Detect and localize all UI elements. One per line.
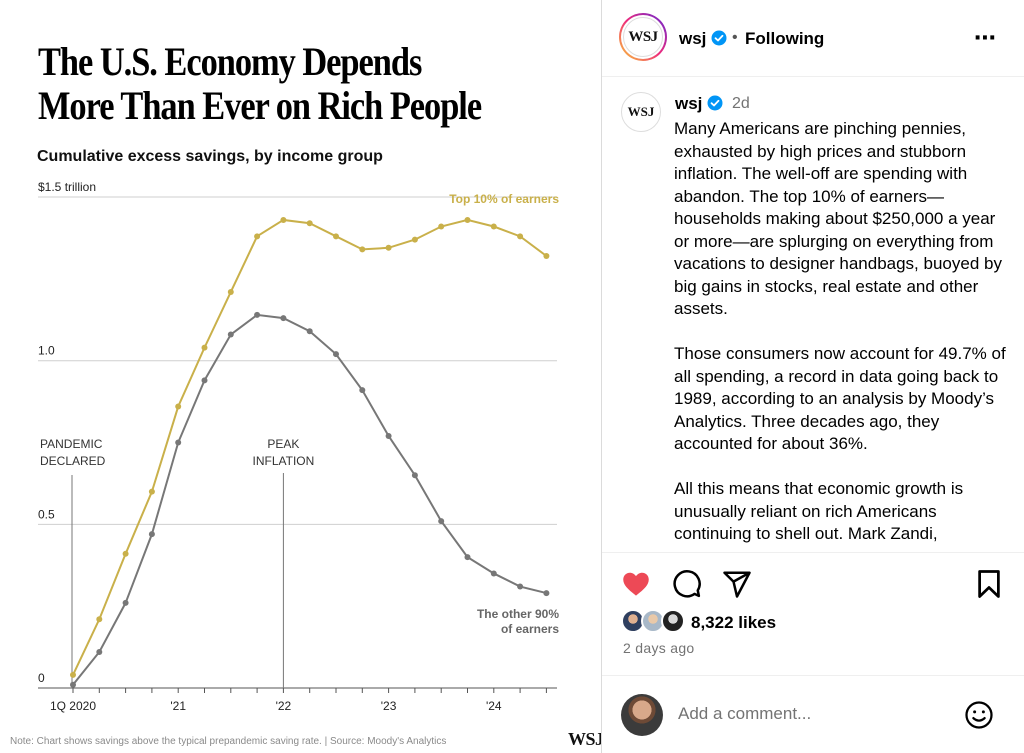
excess-savings-chart: 0 0.5 1.0 $1.5 trillion 1Q 2020 '21 '22 '23 '24 P…: [38, 180, 559, 713]
more-options-icon[interactable]: ⋯: [974, 25, 997, 50]
x-tick-label: '24: [486, 699, 502, 713]
y-tick-label: 1.0: [38, 344, 55, 358]
chart-subhead: Cumulative excess savings, by income gro…: [37, 148, 383, 165]
data-point: [517, 233, 524, 240]
x-tick-label: '22: [276, 699, 292, 713]
likes-count[interactable]: 8,322 likes: [691, 613, 777, 632]
wsj-logo-avatar: WSJ: [623, 17, 663, 57]
y-tick-label: 0: [38, 671, 45, 685]
data-point: [175, 439, 182, 446]
data-point: [70, 681, 76, 688]
data-point: [280, 315, 287, 322]
data-point: [543, 252, 550, 259]
data-point: [411, 236, 418, 243]
data-point: [227, 331, 234, 338]
current-user-avatar: [621, 694, 663, 736]
series-line-top-10: [72, 218, 547, 676]
caption-area: WSJ wsj 2d Many Americans are pinching p…: [602, 78, 1024, 552]
post-side-panel: WSJ wsj • Following ⋯ WSJ wsj 2d Many Am…: [601, 0, 1024, 753]
emoji-icon[interactable]: [964, 700, 994, 730]
data-point: [359, 246, 366, 253]
x-tick-label: 1Q 2020: [50, 699, 96, 713]
caption-paragraph: Those consumers now account for 49.7% of…: [674, 344, 1006, 453]
data-point: [333, 233, 339, 240]
liker-avatars[interactable]: [621, 609, 691, 635]
post-image[interactable]: The U.S. Economy Depends More Than Ever …: [0, 0, 601, 753]
post-actions: 8,322 likes 2 days ago: [602, 552, 1024, 682]
caption-avatar[interactable]: WSJ: [621, 92, 661, 132]
post-age[interactable]: 2 days ago: [623, 640, 695, 656]
data-point: [280, 216, 287, 223]
liker-avatar[interactable]: [661, 609, 685, 633]
headline-line-2: More Than Ever on Rich People: [38, 83, 482, 128]
bookmark-icon[interactable]: [974, 569, 1004, 599]
data-point: [385, 432, 392, 439]
data-point: [333, 351, 339, 358]
post-header: WSJ wsj • Following ⋯: [602, 0, 1024, 77]
data-point: [359, 387, 366, 394]
caption-username[interactable]: wsj: [675, 94, 723, 114]
data-point: [122, 550, 129, 557]
account-username[interactable]: wsj: [679, 29, 707, 48]
annotation-label: INFLATION: [253, 454, 315, 468]
separator-dot: •: [732, 29, 738, 46]
comment-input[interactable]: [678, 704, 938, 724]
series-label-other-90: The other 90%: [477, 607, 559, 621]
verified-badge-icon: [711, 30, 727, 46]
wsj-watermark: WSJ: [568, 729, 601, 749]
chart-note: Note: Chart shows savings above the typi…: [10, 736, 447, 747]
series-line-other-90: [72, 313, 547, 686]
y-tick-label: $1.5 trillion: [38, 180, 96, 194]
annotation-label: PEAK: [267, 437, 299, 451]
data-point: [464, 554, 471, 561]
chart-headline: The U.S. Economy Depends More Than Ever …: [38, 40, 502, 128]
data-point: [96, 616, 103, 623]
following-button[interactable]: Following: [745, 29, 825, 48]
caption-text: Many Americans are pinching pennies, exh…: [674, 118, 1014, 552]
data-point: [490, 570, 497, 577]
y-tick-label: 0.5: [38, 507, 55, 521]
data-point: [438, 223, 445, 230]
profile-avatar[interactable]: WSJ: [619, 13, 667, 61]
data-point: [517, 583, 524, 590]
headline-line-1: The U.S. Economy Depends: [38, 39, 422, 84]
caption-paragraph: Many Americans are pinching pennies, exh…: [674, 119, 1002, 318]
data-point: [543, 590, 550, 597]
share-icon[interactable]: [722, 569, 752, 599]
caption-username-text[interactable]: wsj: [675, 94, 703, 113]
data-point: [306, 220, 313, 227]
data-point: [148, 531, 155, 538]
liker-avatar[interactable]: [641, 609, 665, 633]
data-point: [96, 648, 103, 655]
data-point: [490, 223, 497, 230]
data-point: [201, 377, 208, 384]
data-point: [175, 403, 182, 410]
account-name[interactable]: wsj: [679, 29, 727, 49]
caption-timestamp[interactable]: 2d: [732, 95, 750, 112]
data-point: [464, 216, 471, 223]
data-point: [227, 288, 234, 295]
data-point: [438, 518, 445, 525]
data-point: [254, 233, 261, 240]
data-point: [201, 344, 208, 351]
series-label-top-10: Top 10% of earners: [449, 192, 559, 206]
series-label-other-90: of earners: [501, 622, 559, 636]
annotation-label: DECLARED: [40, 454, 106, 468]
comment-icon[interactable]: [672, 569, 702, 599]
heart-icon[interactable]: [621, 569, 651, 599]
data-point: [306, 328, 313, 335]
annotation-label: PANDEMIC: [40, 437, 103, 451]
x-tick-label: '21: [170, 699, 186, 713]
caption-paragraph: All this means that economic growth is u…: [674, 479, 964, 543]
data-point: [122, 599, 129, 606]
data-point: [411, 472, 418, 479]
data-point: [70, 671, 76, 678]
comment-box: [602, 675, 1024, 753]
x-tick-label: '23: [381, 699, 397, 713]
data-point: [254, 311, 261, 318]
data-point: [148, 488, 155, 495]
verified-badge-icon: [707, 95, 723, 111]
data-point: [385, 244, 392, 251]
